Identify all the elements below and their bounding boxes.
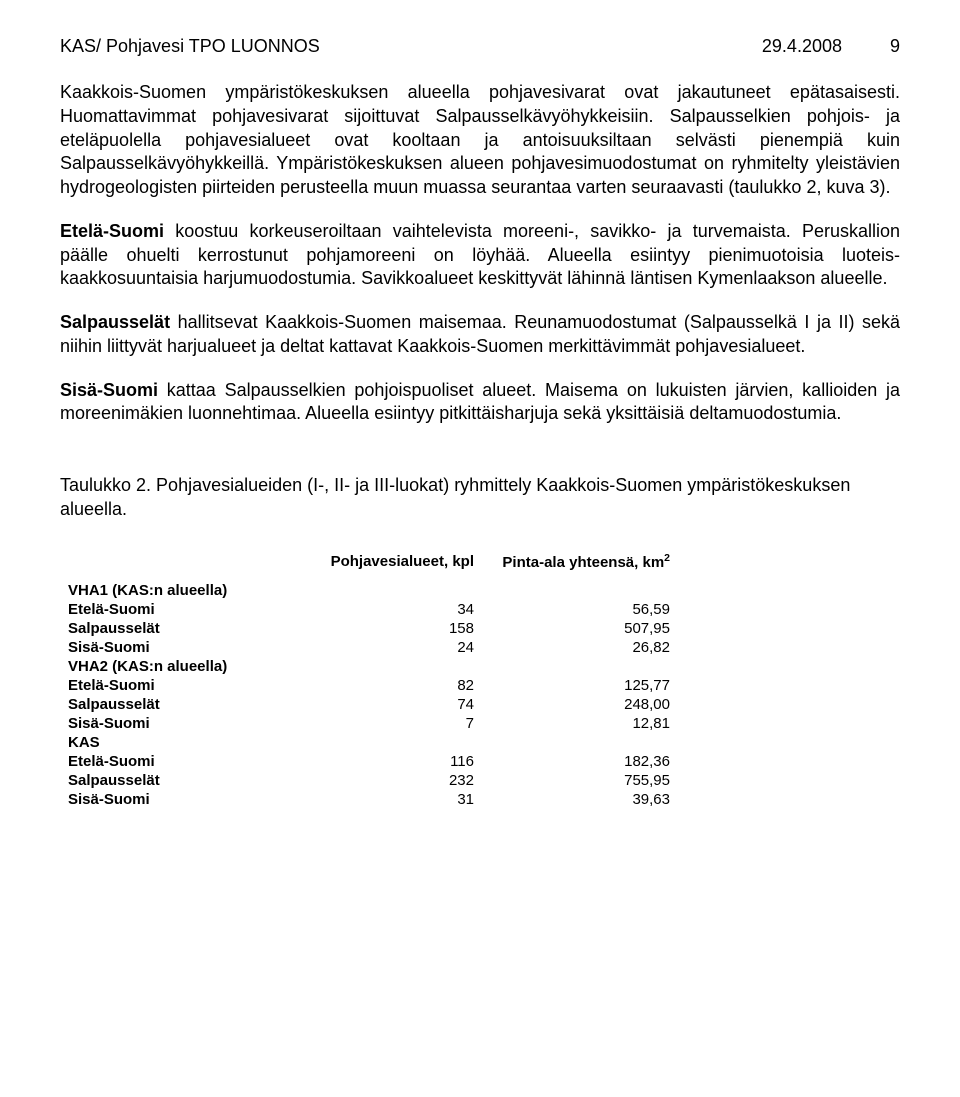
table-cell-count: 34 [316, 600, 482, 619]
paragraph-2-lead: Etelä-Suomi [60, 221, 164, 241]
table-header-empty [60, 550, 316, 581]
table-cell-count: 31 [316, 790, 482, 809]
table-group-title: KAS [60, 733, 316, 752]
table-cell-empty [482, 657, 678, 676]
table-cell-area: 56,59 [482, 600, 678, 619]
table-row: Sisä-Suomi712,81 [60, 714, 678, 733]
table-cell-count: 116 [316, 752, 482, 771]
table-header-row: Pohjavesialueet, kpl Pinta-ala yhteensä,… [60, 550, 678, 581]
table-cell-area: 182,36 [482, 752, 678, 771]
table-cell-area: 248,00 [482, 695, 678, 714]
table-row-label: Salpausselät [60, 771, 316, 790]
table-cell-count: 158 [316, 619, 482, 638]
table-row: Salpausselät158507,95 [60, 619, 678, 638]
table-row: Salpausselät232755,95 [60, 771, 678, 790]
document-page: KAS/ Pohjavesi TPO LUONNOS 29.4.2008 9 K… [0, 0, 960, 1097]
table-cell-empty [316, 733, 482, 752]
table-cell-area: 507,95 [482, 619, 678, 638]
header-page-number: 9 [890, 36, 900, 57]
table-cell-count: 24 [316, 638, 482, 657]
header-meta: 29.4.2008 9 [762, 36, 900, 57]
table-header-col2-text: Pinta-ala yhteensä, km [502, 554, 664, 571]
table-caption: Taulukko 2. Pohjavesialueiden (I-, II- j… [60, 474, 900, 522]
header-date: 29.4.2008 [762, 36, 842, 57]
table-body: VHA1 (KAS:n alueella)Etelä-Suomi3456,59S… [60, 581, 678, 809]
table-row: Etelä-Suomi3456,59 [60, 600, 678, 619]
table-cell-area: 12,81 [482, 714, 678, 733]
table-row: Sisä-Suomi3139,63 [60, 790, 678, 809]
table-cell-count: 232 [316, 771, 482, 790]
table-cell-area: 755,95 [482, 771, 678, 790]
paragraph-2: Etelä-Suomi koostuu korkeuseroiltaan vai… [60, 220, 900, 291]
paragraph-3-rest: hallitsevat Kaakkois-Suomen maisemaa. Re… [60, 312, 900, 356]
paragraph-4-lead: Sisä-Suomi [60, 380, 158, 400]
table-row-label: Salpausselät [60, 695, 316, 714]
header-title: KAS/ Pohjavesi TPO LUONNOS [60, 36, 320, 57]
table-row-label: Sisä-Suomi [60, 790, 316, 809]
table-row-label: Sisä-Suomi [60, 714, 316, 733]
table-row: Sisä-Suomi2426,82 [60, 638, 678, 657]
table-cell-empty [316, 657, 482, 676]
table-row-label: Sisä-Suomi [60, 638, 316, 657]
table-cell-area: 125,77 [482, 676, 678, 695]
table-group-header: VHA2 (KAS:n alueella) [60, 657, 678, 676]
table-header-col2: Pinta-ala yhteensä, km2 [482, 550, 678, 581]
table-row: Etelä-Suomi82125,77 [60, 676, 678, 695]
table-cell-count: 82 [316, 676, 482, 695]
table-cell-empty [482, 581, 678, 600]
table-cell-count: 74 [316, 695, 482, 714]
table-row-label: Etelä-Suomi [60, 600, 316, 619]
table-row: Etelä-Suomi116182,36 [60, 752, 678, 771]
paragraph-3: Salpausselät hallitsevat Kaakkois-Suomen… [60, 311, 900, 359]
table-row-label: Salpausselät [60, 619, 316, 638]
paragraph-2-rest: koostuu korkeuseroiltaan vaihtelevista m… [60, 221, 900, 289]
table-row-label: Etelä-Suomi [60, 676, 316, 695]
paragraph-4-rest: kattaa Salpausselkien pohjoispuoliset al… [60, 380, 900, 424]
table-cell-empty [482, 733, 678, 752]
table-header-col2-sup: 2 [664, 552, 670, 564]
table-cell-count: 7 [316, 714, 482, 733]
table-group-title: VHA2 (KAS:n alueella) [60, 657, 316, 676]
table-cell-empty [316, 581, 482, 600]
table-row-label: Etelä-Suomi [60, 752, 316, 771]
table-cell-area: 39,63 [482, 790, 678, 809]
table-cell-area: 26,82 [482, 638, 678, 657]
table-group-title: VHA1 (KAS:n alueella) [60, 581, 316, 600]
paragraph-4: Sisä-Suomi kattaa Salpausselkien pohjois… [60, 379, 900, 427]
table-row: Salpausselät74248,00 [60, 695, 678, 714]
paragraph-3-lead: Salpausselät [60, 312, 170, 332]
table-group-header: KAS [60, 733, 678, 752]
page-header: KAS/ Pohjavesi TPO LUONNOS 29.4.2008 9 [60, 36, 900, 57]
paragraph-1: Kaakkois-Suomen ympäristökeskuksen aluee… [60, 81, 900, 200]
groundwater-table: Pohjavesialueet, kpl Pinta-ala yhteensä,… [60, 550, 678, 809]
table-header-col1: Pohjavesialueet, kpl [316, 550, 482, 581]
table-group-header: VHA1 (KAS:n alueella) [60, 581, 678, 600]
